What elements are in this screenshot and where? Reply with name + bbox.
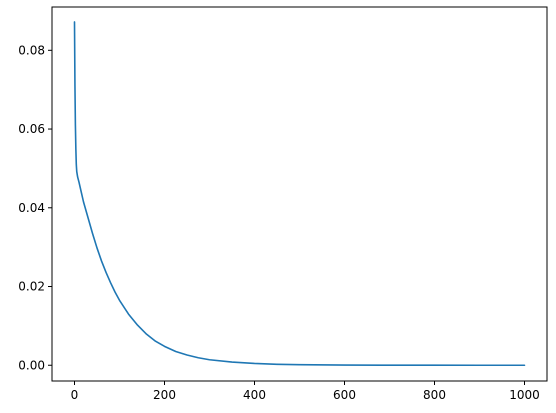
x-tick-label: 1000 — [509, 388, 540, 402]
y-tick-label: 0.02 — [18, 280, 45, 294]
plot-area-frame — [51, 6, 548, 382]
x-tick-label: 600 — [333, 388, 356, 402]
x-tick-label: 200 — [153, 388, 176, 402]
x-tick-label: 800 — [423, 388, 446, 402]
series-line — [73, 21, 526, 367]
series-layer — [73, 21, 526, 367]
x-tick-label: 0 — [71, 388, 79, 402]
y-tick-label: 0.06 — [18, 122, 45, 136]
y-tick-label: 0.04 — [18, 201, 45, 215]
y-tick-label: 0.08 — [18, 43, 45, 57]
x-axis-ticks: 0 200 400 600 800 1000 — [71, 381, 540, 402]
y-axis-ticks: 0.00 0.02 0.04 0.06 0.08 — [18, 43, 52, 372]
y-tick-label: 0.00 — [18, 358, 45, 372]
x-tick-label: 400 — [243, 388, 266, 402]
